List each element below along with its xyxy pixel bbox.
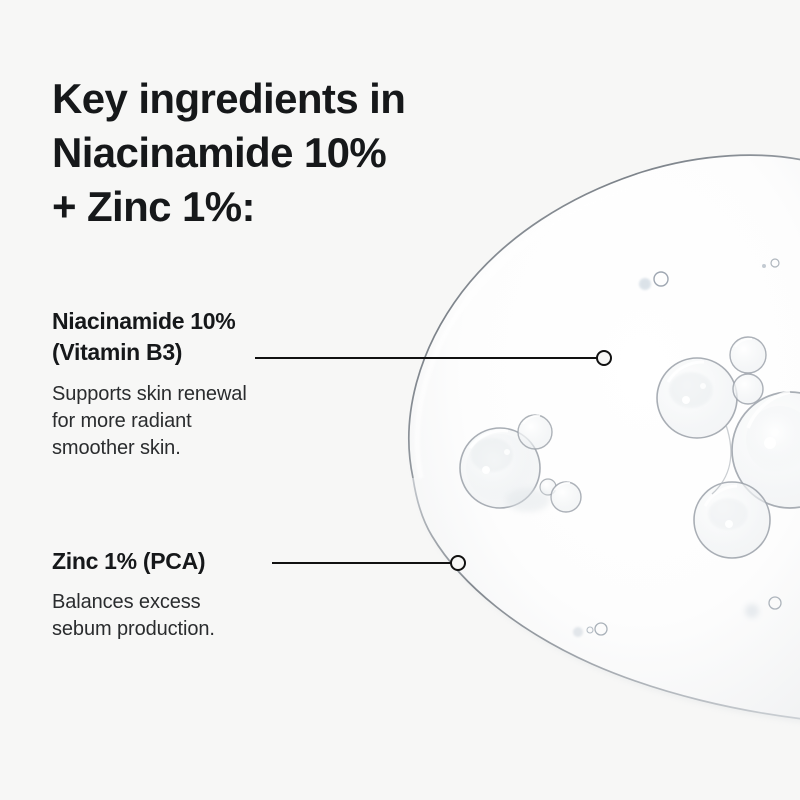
bubble-micro-lower-c-haze bbox=[745, 604, 759, 618]
callout-zinc-description: Balances excess sebum production. bbox=[52, 591, 215, 640]
bubble-large-left bbox=[459, 427, 541, 509]
serum-blob bbox=[408, 154, 800, 723]
serum-blob-outline-lower bbox=[412, 477, 800, 720]
bubble-small-upper-right bbox=[729, 336, 767, 374]
callout-niacinamide: Niacinamide 10% (Vitamin B3) Supports sk… bbox=[52, 306, 352, 462]
callout-niacinamide-description: Supports skin renewal for more radiant s… bbox=[52, 383, 247, 459]
bubble-large-right bbox=[731, 390, 800, 509]
callout-zinc-title: Zinc 1% (PCA) bbox=[52, 548, 206, 574]
serum-blob-inner-sheen bbox=[414, 180, 645, 479]
bubble-micro-lower-a bbox=[594, 622, 608, 636]
serum-bubbles bbox=[459, 258, 800, 637]
bubble-micro-lower-haze bbox=[573, 627, 583, 637]
bubble-micro-lower-b bbox=[586, 626, 594, 634]
bubble-tiny-upper-right bbox=[732, 373, 764, 405]
bubble-cluster-membrane bbox=[711, 424, 732, 495]
bubble-micro-lower-c bbox=[768, 596, 782, 610]
bubble-large-lower-right bbox=[693, 481, 771, 559]
page-title: Key ingredients in Niacinamide 10% + Zin… bbox=[52, 75, 406, 231]
bubble-micro-upper-edge bbox=[770, 258, 780, 268]
bubble-large-upper-right bbox=[656, 357, 738, 439]
serum-blob-outline bbox=[408, 154, 800, 479]
callout-niacinamide-title: Niacinamide 10% (Vitamin B3) bbox=[52, 308, 236, 365]
serum-blob-fill bbox=[408, 155, 800, 719]
bubble-left-soft-shadow bbox=[506, 488, 550, 512]
bubble-small-left-lower bbox=[550, 481, 582, 513]
bubble-small-left-top bbox=[517, 414, 553, 450]
bubble-micro-top bbox=[653, 271, 669, 287]
bubble-micro-top-haze bbox=[639, 278, 651, 290]
callout-zinc: Zinc 1% (PCA) Balances excess sebum prod… bbox=[52, 546, 352, 643]
bubble-micro-upper-edge-dot bbox=[762, 264, 766, 268]
